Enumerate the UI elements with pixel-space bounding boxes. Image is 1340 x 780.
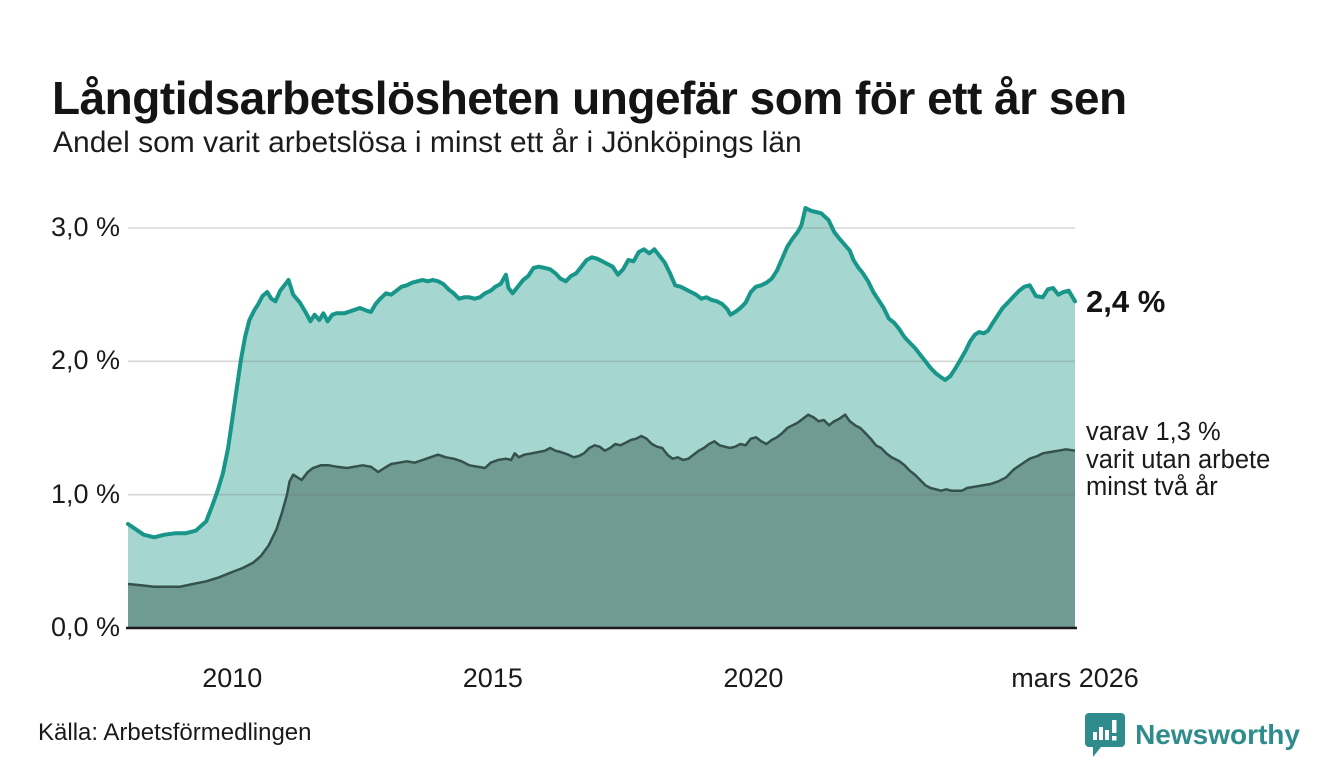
y-axis-tick-label: 3,0 % [50, 212, 120, 242]
x-axis-tick-label: mars 2026 [1011, 663, 1139, 693]
end-note-line-3: minst två år [1086, 473, 1218, 501]
chart-subtitle: Andel som varit arbetslösa i minst ett å… [53, 126, 802, 159]
brand-name: Newsworthy [1135, 719, 1300, 750]
end-note-line-2: varit utan arbete [1086, 445, 1271, 474]
x-axis-tick-label: 2015 [462, 663, 523, 693]
series-total-end-value-label: 2,4 % [1086, 284, 1166, 319]
y-axis-tick-label: 0,0 % [50, 612, 120, 642]
speech-bubble-bar-chart-icon [1085, 713, 1126, 757]
series-two-years-end-note: varav 1,3 % varit utan arbete minst två … [1086, 418, 1271, 502]
y-axis-tick-label: 1,0 % [50, 478, 120, 509]
series-two-years-area-fill [128, 414, 1075, 628]
series-total-line [126, 206, 1077, 540]
x-axis-tick-label: 2010 [202, 663, 263, 693]
series-two-years-line [127, 413, 1076, 588]
x-axis-tick-label: 2020 [723, 663, 784, 693]
y-axis-tick-label: 2,0 % [50, 345, 120, 376]
source-credit: Källa: Arbetsförmedlingen [38, 719, 312, 746]
page-title: Långtidsarbetslösheten ungefär som för e… [52, 71, 1127, 124]
newsworthy-logo: Newsworthy [1085, 710, 1300, 760]
end-note-line-1: varav 1,3 % [1086, 418, 1221, 446]
